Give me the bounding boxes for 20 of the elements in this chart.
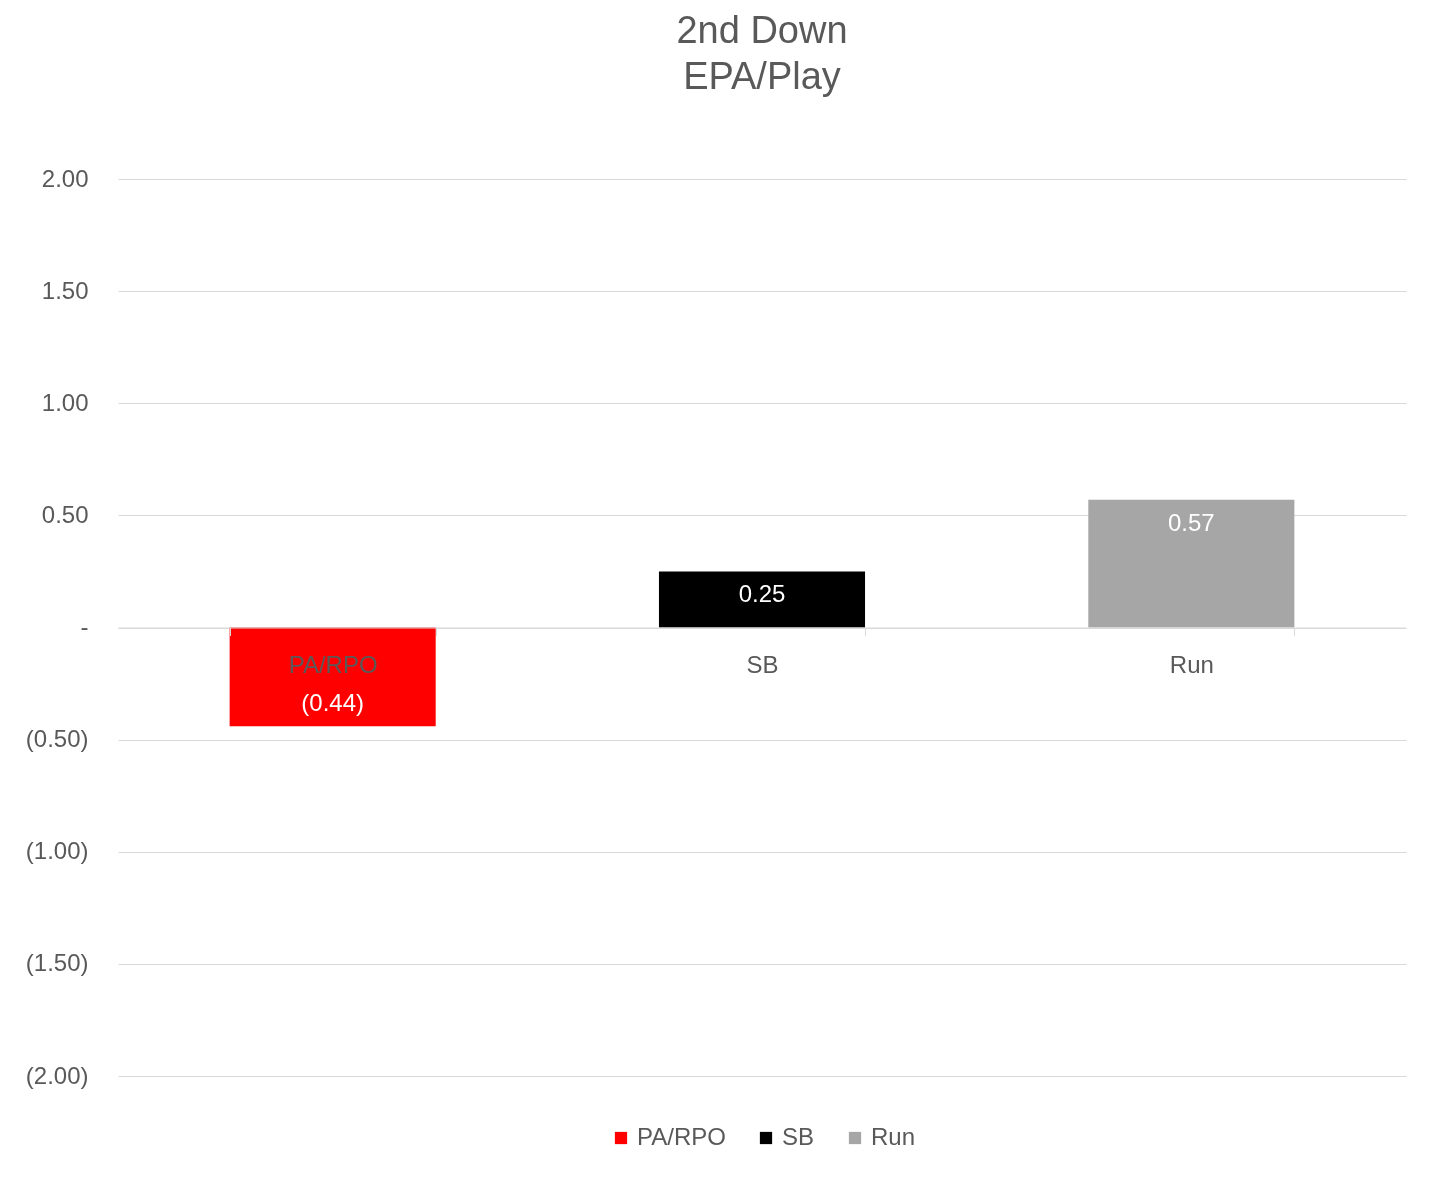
legend-label: PA/RPO	[637, 1123, 726, 1150]
legend-label: Run	[871, 1123, 916, 1150]
y-tick-label: -	[80, 613, 89, 640]
data-label: (0.44)	[301, 689, 365, 717]
text: EPA/Play	[683, 55, 841, 97]
legend-label: SB	[782, 1123, 815, 1150]
y-tick-label: (2.00)	[25, 1061, 89, 1089]
y-tick-label: 1.50	[41, 276, 89, 304]
y-tick-label: 0.50	[41, 500, 89, 528]
x-tick-label: Run	[1169, 651, 1214, 678]
x-tick-label: SB	[746, 651, 779, 678]
y-tick-label: (1.50)	[25, 949, 89, 977]
y-tick-label: 2.00	[41, 164, 89, 192]
y-tick-label: (1.00)	[25, 837, 89, 865]
data-label: 0.57	[1167, 508, 1215, 536]
y-tick-label: 1.00	[41, 388, 89, 416]
y-tick-label: (0.50)	[25, 725, 89, 753]
x-tick-label: PA/RPO	[288, 651, 378, 678]
data-label: 0.25	[738, 580, 786, 608]
text: 2nd Down	[676, 9, 848, 51]
